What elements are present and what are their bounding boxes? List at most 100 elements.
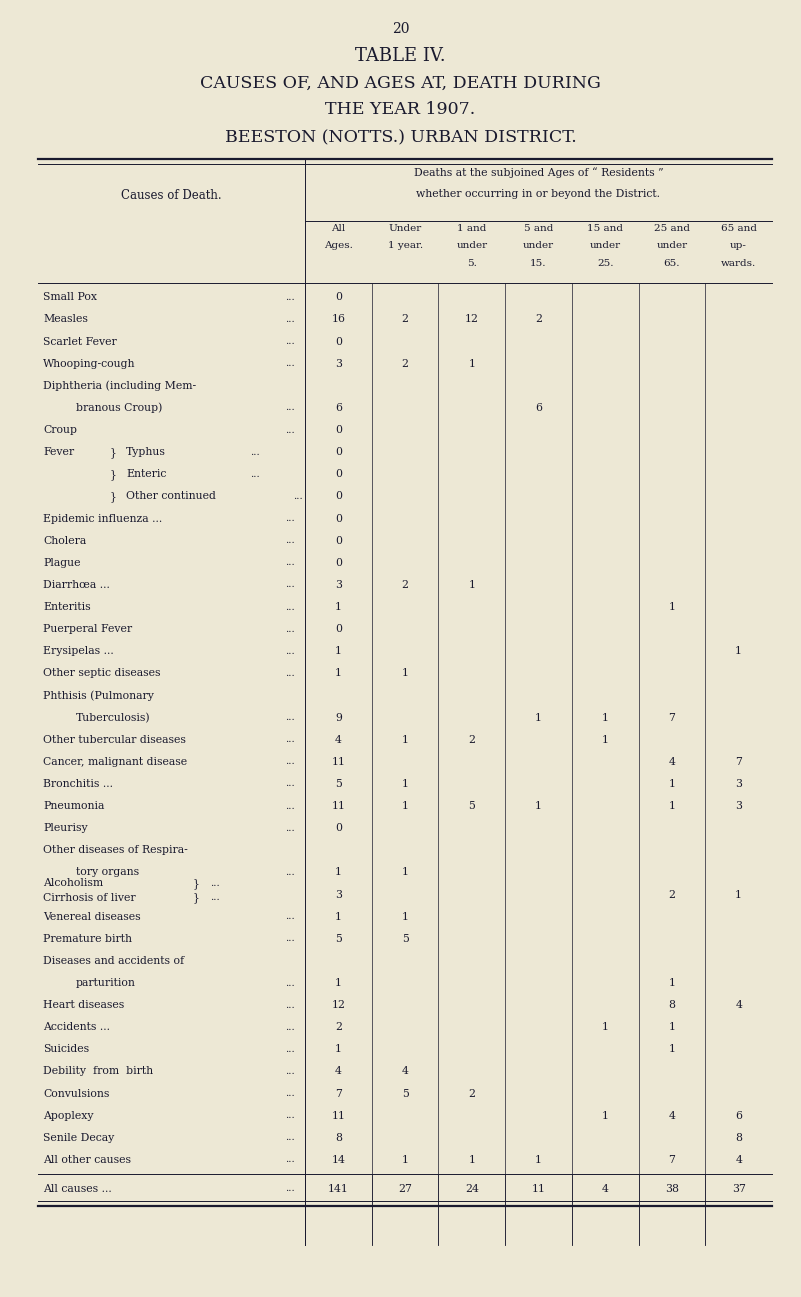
Text: 1: 1 [401,668,409,678]
Text: 1: 1 [401,1154,409,1165]
Text: 12: 12 [332,1000,345,1010]
Text: ...: ... [285,359,295,368]
Text: Apoplexy: Apoplexy [43,1110,94,1121]
Text: 141: 141 [328,1184,348,1193]
Text: 0: 0 [335,447,342,458]
Text: 3: 3 [335,359,342,368]
Text: 37: 37 [731,1184,746,1193]
Text: ...: ... [285,779,295,789]
Text: 1: 1 [735,646,743,656]
Text: Accidents ...: Accidents ... [43,1022,110,1032]
Text: ...: ... [285,713,295,722]
Text: 4: 4 [335,1066,342,1077]
Text: 1: 1 [401,912,409,922]
Text: 1: 1 [668,802,675,811]
Text: Tuberculosis): Tuberculosis) [76,712,151,722]
Text: 1: 1 [602,712,609,722]
Text: ...: ... [210,894,219,903]
Text: Measles: Measles [43,314,88,324]
Text: ...: ... [285,802,295,811]
Text: 1: 1 [668,779,675,789]
Text: Pneumonia: Pneumonia [43,802,104,811]
Text: All causes ...: All causes ... [43,1184,112,1193]
Text: Phthisis (Pulmonary: Phthisis (Pulmonary [43,690,154,700]
Text: 1: 1 [335,868,342,878]
Text: 5 and: 5 and [524,224,553,233]
Text: 1: 1 [668,978,675,988]
Text: 1: 1 [735,890,743,900]
Text: Senile Decay: Senile Decay [43,1132,115,1143]
Text: 1: 1 [401,802,409,811]
Text: 2: 2 [668,890,675,900]
Text: Whooping-cough: Whooping-cough [43,359,135,368]
Text: 25.: 25. [597,259,614,268]
Text: ...: ... [285,293,295,302]
Text: 1: 1 [469,359,475,368]
Text: 2: 2 [401,580,409,590]
Text: 4: 4 [735,1000,742,1010]
Text: ...: ... [285,403,295,412]
Text: ...: ... [285,1001,295,1009]
Text: TABLE IV.: TABLE IV. [355,47,446,65]
Text: 1: 1 [602,1022,609,1032]
Text: Venereal diseases: Venereal diseases [43,912,141,922]
Text: ...: ... [285,934,295,943]
Text: Alcoholism: Alcoholism [43,878,103,888]
Text: 15 and: 15 and [587,224,623,233]
Text: ...: ... [285,757,295,767]
Text: 2: 2 [469,1088,475,1099]
Text: 1: 1 [401,868,409,878]
Text: 1: 1 [401,779,409,789]
Text: ...: ... [285,1134,295,1143]
Text: Bronchitis ...: Bronchitis ... [43,779,113,789]
Text: whether occurring in or beyond the District.: whether occurring in or beyond the Distr… [417,189,661,198]
Text: Other continued: Other continued [126,492,216,502]
Text: Under: Under [388,224,421,233]
Text: 2: 2 [335,1022,342,1032]
Text: Pleurisy: Pleurisy [43,824,87,833]
Text: 4: 4 [669,1110,675,1121]
Text: 1: 1 [668,1044,675,1054]
Text: 5: 5 [335,779,342,789]
Text: 6: 6 [735,1110,743,1121]
Text: under: under [523,241,554,250]
Text: ...: ... [285,1067,295,1077]
Text: 14: 14 [332,1154,345,1165]
Text: 0: 0 [335,536,342,546]
Text: 0: 0 [335,492,342,502]
Text: ...: ... [285,337,295,346]
Text: under: under [656,241,687,250]
Text: Cirrhosis of liver: Cirrhosis of liver [43,892,135,903]
Text: branous Croup): branous Croup) [76,402,163,414]
Text: 16: 16 [332,314,345,324]
Text: Small Pox: Small Pox [43,292,97,302]
Text: 7: 7 [735,757,742,767]
Text: 7: 7 [669,1154,675,1165]
Text: 1 and: 1 and [457,224,486,233]
Text: 1: 1 [469,1154,475,1165]
Text: up-: up- [731,241,747,250]
Text: under: under [457,241,487,250]
Text: CAUSES OF, AND AGES AT, DEATH DURING: CAUSES OF, AND AGES AT, DEATH DURING [200,75,601,92]
Text: 2: 2 [401,314,409,324]
Text: 4: 4 [335,734,342,744]
Text: ...: ... [285,1184,295,1193]
Text: 1: 1 [335,1044,342,1054]
Text: ...: ... [285,514,295,523]
Text: 4: 4 [669,757,675,767]
Text: ...: ... [285,536,295,545]
Text: 5: 5 [335,934,342,944]
Text: 2: 2 [401,359,409,368]
Text: 0: 0 [335,558,342,568]
Text: 11: 11 [332,802,345,811]
Text: Enteritis: Enteritis [43,602,91,612]
Text: 4: 4 [735,1154,742,1165]
Text: 24: 24 [465,1184,479,1193]
Text: Cancer, malignant disease: Cancer, malignant disease [43,757,187,767]
Text: 65 and: 65 and [721,224,757,233]
Text: Plague: Plague [43,558,80,568]
Text: 1: 1 [668,1022,675,1032]
Text: Epidemic influenza ...: Epidemic influenza ... [43,514,163,524]
Text: ...: ... [285,669,295,678]
Text: ...: ... [285,978,295,987]
